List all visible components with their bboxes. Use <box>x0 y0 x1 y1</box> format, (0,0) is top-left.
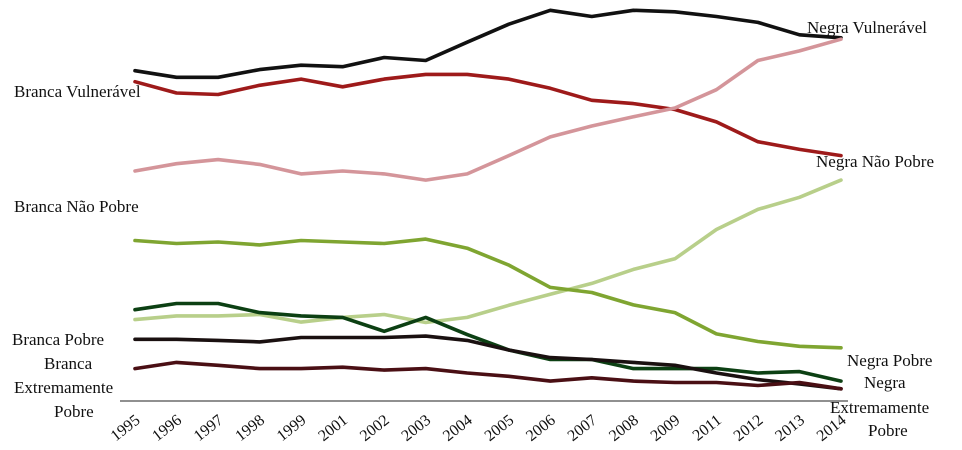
series-line-branca-nao-pobre <box>133 178 843 325</box>
x-tick-label: 1995 <box>108 412 144 445</box>
x-tick-label: 1998 <box>232 412 268 445</box>
label-negra-extremamente-pobre-line1: Negra <box>864 373 906 392</box>
series-line-negra-nao-pobre <box>133 37 843 182</box>
x-tick-label: 2006 <box>523 412 559 445</box>
series-line-negra-extremamente-pobre <box>133 360 843 391</box>
x-tick-label: 2009 <box>648 412 684 445</box>
x-tick-label: 2007 <box>565 412 601 445</box>
label-branca-vulneravel: Branca Vulnerável <box>14 82 141 101</box>
series-line-negra-pobre <box>133 237 843 350</box>
series-layer <box>133 8 843 391</box>
x-tick-label: 1996 <box>149 412 185 445</box>
x-tick-label: 2003 <box>398 412 434 445</box>
series-line-negra-vulneravel <box>133 8 843 80</box>
label-negra-vulneravel: Negra Vulnerável <box>807 18 927 37</box>
label-branca-nao-pobre: Branca Não Pobre <box>14 197 139 216</box>
label-negra-nao-pobre: Negra Não Pobre <box>816 152 934 171</box>
x-tick-label: 2012 <box>731 412 767 445</box>
x-tick-label: 2013 <box>772 412 808 445</box>
x-tick-label: 2001 <box>315 412 351 445</box>
x-tick-label: 2008 <box>606 412 642 445</box>
series-line-branca-vulneravel <box>133 72 843 158</box>
label-branca-extremamente-pobre-line3: Pobre <box>54 402 94 421</box>
x-tick-label: 2011 <box>690 412 725 445</box>
series-line-branca-extremamente-pobre <box>133 334 843 391</box>
x-tick-label: 2002 <box>357 412 393 445</box>
x-tick-label: 1999 <box>274 412 310 445</box>
label-negra-pobre: Negra Pobre <box>847 351 932 370</box>
label-negra-extremamente-pobre-line2: Extremamente <box>830 398 929 417</box>
label-branca-pobre: Branca Pobre <box>12 330 104 349</box>
x-axis-ticks: 1995 1996 1997 1998 1999 2001 2002 2003 2004 2005… <box>108 412 850 445</box>
label-branca-extremamente-pobre-line1: Branca <box>44 354 93 373</box>
label-negra-extremamente-pobre-line3: Pobre <box>868 421 908 440</box>
x-tick-label: 2004 <box>440 412 476 445</box>
x-tick-label: 2005 <box>482 412 518 445</box>
label-branca-extremamente-pobre-line2: Extremamente <box>14 378 113 397</box>
x-tick-label: 1997 <box>191 412 227 445</box>
series-line-branca-pobre <box>133 301 843 383</box>
